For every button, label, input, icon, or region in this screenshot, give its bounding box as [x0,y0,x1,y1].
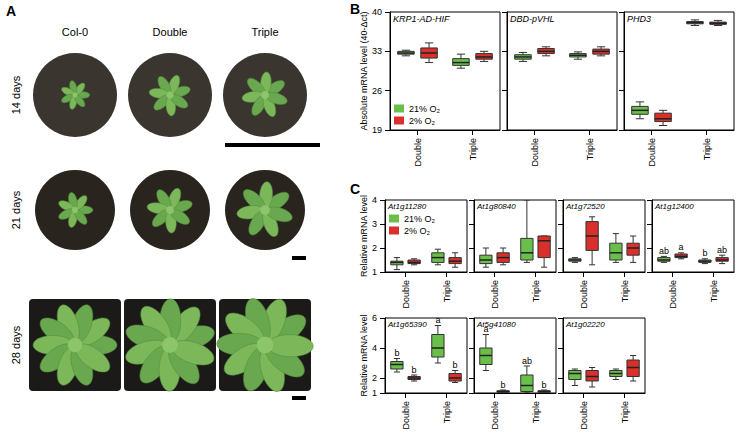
svg-text:Double: Double [401,280,411,309]
svg-text:Triple: Triple [531,401,541,423]
svg-text:2: 2 [372,243,377,253]
svg-text:ab: ab [659,246,669,256]
svg-text:3: 3 [372,219,377,229]
svg-text:Absolute mRNA level (40-Δct): Absolute mRNA level (40-Δct) [359,11,369,130]
svg-text:PHD3: PHD3 [627,14,651,24]
svg-text:At1g80840: At1g80840 [476,202,516,211]
svg-text:Double: Double [579,401,589,430]
svg-text:Col-0: Col-0 [62,26,88,38]
svg-text:Double: Double [490,280,500,309]
svg-text:21 days: 21 days [10,190,22,229]
svg-text:Triple: Triple [251,26,278,38]
svg-text:2% O₂: 2% O₂ [404,226,431,236]
svg-text:Double: Double [530,138,540,167]
svg-text:Triple: Triple [531,280,541,302]
svg-text:a: a [483,324,489,334]
svg-text:At1g02220: At1g02220 [565,320,605,329]
svg-text:b: b [412,365,417,375]
svg-text:b: b [501,380,506,390]
svg-text:Triple: Triple [620,401,630,423]
svg-text:DBD-pVHL: DBD-pVHL [510,14,555,24]
svg-text:26: 26 [372,86,382,96]
svg-text:At5g41080: At5g41080 [476,320,516,329]
svg-text:Triple: Triple [442,280,452,302]
svg-text:2% O₂: 2% O₂ [409,116,436,126]
svg-text:Double: Double [153,26,188,38]
svg-text:6: 6 [372,313,377,323]
svg-text:At1g12400: At1g12400 [654,202,694,211]
svg-text:Triple: Triple [702,138,712,160]
svg-text:Double: Double [401,401,411,430]
svg-text:Triple: Triple [442,401,452,423]
svg-text:ab: ab [522,356,532,366]
svg-text:Relative mRNA level: Relative mRNA level [359,195,369,277]
svg-text:At1g65390: At1g65390 [387,320,427,329]
svg-text:4: 4 [372,195,377,205]
svg-text:Triple: Triple [620,280,630,302]
svg-text:21% O₂: 21% O₂ [409,104,441,114]
svg-text:1: 1 [372,267,377,277]
svg-text:b: b [453,360,458,370]
svg-text:2: 2 [372,373,377,383]
svg-text:33: 33 [372,46,382,56]
svg-text:B: B [350,1,361,17]
svg-text:b: b [702,248,707,258]
svg-text:ab: ab [717,245,727,255]
svg-text:Double: Double [490,401,500,430]
svg-text:KRP1-AD-HIF: KRP1-AD-HIF [393,14,450,24]
svg-text:At1g72520: At1g72520 [565,202,605,211]
svg-text:A: A [6,3,16,19]
svg-text:b: b [542,380,547,390]
svg-text:Triple: Triple [468,138,478,160]
svg-text:Double: Double [647,138,657,167]
svg-text:Double: Double [579,280,589,309]
svg-text:b: b [394,348,399,358]
svg-text:Triple: Triple [709,280,719,302]
svg-text:Double: Double [668,280,678,309]
svg-text:19: 19 [372,125,382,135]
svg-text:Triple: Triple [585,138,595,160]
svg-text:21% O₂: 21% O₂ [404,214,436,224]
svg-text:14 days: 14 days [10,75,22,114]
svg-text:a: a [435,315,440,325]
svg-text:4: 4 [372,343,377,353]
svg-text:28 days: 28 days [10,325,22,364]
svg-text:Relative mRNA level: Relative mRNA level [359,314,369,396]
svg-text:a: a [679,242,684,252]
svg-text:At1g11280: At1g11280 [387,202,427,211]
svg-text:40: 40 [372,7,382,17]
svg-text:C: C [350,181,360,197]
svg-text:Double: Double [413,138,423,167]
svg-text:1: 1 [372,388,377,398]
